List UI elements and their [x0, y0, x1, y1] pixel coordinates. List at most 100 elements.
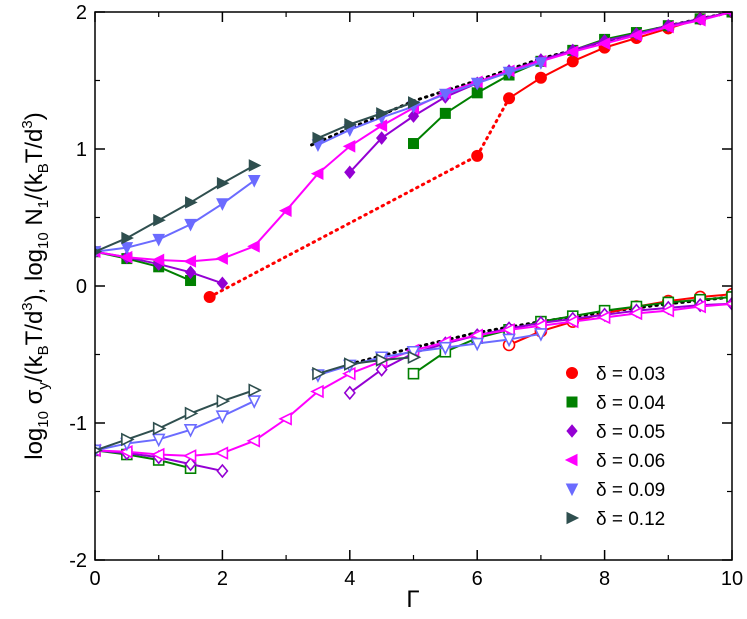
y-axis-title: log10 σy/(kBT/d3), log10 N1/(kBT/d3): [19, 112, 52, 460]
x-tick-label: 4: [344, 568, 355, 590]
data-point-n1: [215, 252, 228, 265]
data-point-n1: [278, 204, 292, 217]
data-point-n1: [503, 92, 516, 105]
data-point-sigma: [564, 314, 579, 329]
data-point-n1: [120, 242, 134, 255]
y-tick-label: -1: [69, 413, 87, 435]
data-point-sigma: [184, 456, 197, 472]
data-point-sigma: [278, 412, 292, 426]
legend-item: δ = 0.03: [566, 364, 665, 385]
data-point-sigma: [407, 350, 422, 365]
data-point-sigma: [726, 291, 732, 303]
data-point-n1: [153, 213, 166, 227]
legend-label: δ = 0.04: [596, 393, 666, 414]
series-dotted-link: [208, 154, 479, 299]
data-point-sigma: [247, 395, 262, 409]
series-dotted-link: [475, 96, 511, 158]
data-point-sigma: [534, 328, 548, 342]
legend-item: δ = 0.05: [566, 422, 665, 443]
series-layer: [95, 12, 732, 479]
data-point-sigma: [343, 357, 358, 371]
data-point-sigma: [375, 353, 390, 367]
data-point-n1: [342, 139, 356, 153]
data-point-n1: [408, 96, 421, 109]
legend-item: δ = 0.06: [564, 451, 665, 472]
x-tick-label: 10: [721, 568, 743, 590]
data-point-sigma: [438, 341, 453, 356]
data-point-sigma: [375, 362, 388, 377]
series-line: [412, 12, 732, 145]
x-axis-title: Γ: [406, 586, 419, 613]
data-point-n1: [534, 71, 547, 84]
x-tick-label: 6: [472, 568, 483, 590]
data-point-sigma: [310, 384, 324, 399]
data-point-n1: [247, 239, 260, 253]
x-tick-label: 8: [599, 568, 610, 590]
series-line: [95, 164, 255, 253]
data-point-n1: [566, 55, 579, 68]
data-point-n1: [151, 253, 165, 267]
data-point-sigma: [121, 432, 135, 447]
data-point-sigma: [407, 367, 420, 380]
legend: δ = 0.03 δ = 0.04 δ = 0.05 δ = 0.06 δ = 0.09…: [564, 364, 666, 530]
legend-marker: [566, 511, 580, 525]
data-point-sigma: [182, 449, 197, 463]
data-point-n1: [344, 118, 357, 131]
series-line: [349, 12, 732, 173]
data-point-n1: [184, 218, 197, 232]
series-line: [95, 389, 255, 452]
data-point-sigma: [151, 433, 166, 448]
data-point-sigma: [216, 394, 231, 408]
data-point-sigma: [216, 463, 229, 479]
data-point-n1: [407, 109, 420, 123]
data-point-n1: [534, 57, 548, 70]
data-point-sigma: [246, 434, 261, 448]
x-tick-label: 0: [89, 568, 100, 590]
legend-marker: [566, 367, 578, 379]
data-point-n1: [439, 107, 451, 119]
data-point-n1: [439, 88, 452, 102]
data-point-sigma: [312, 366, 326, 381]
legend-marker: [566, 424, 578, 438]
legend-label: δ = 0.05: [596, 422, 665, 443]
data-point-n1: [216, 176, 230, 190]
data-point-n1: [216, 198, 229, 211]
data-point-n1: [310, 167, 324, 180]
data-point-sigma: [628, 306, 643, 321]
data-point-sigma: [248, 383, 263, 397]
data-point-n1: [470, 77, 484, 91]
data-point-n1: [152, 233, 166, 247]
data-point-n1: [471, 149, 484, 162]
data-point-sigma: [184, 406, 199, 421]
data-point-n1: [184, 265, 197, 280]
series-line: [317, 356, 414, 375]
data-point-n1: [408, 138, 419, 150]
data-point-sigma: [501, 323, 515, 337]
legend-marker: [565, 483, 579, 497]
legend-item: δ = 0.04: [566, 393, 666, 414]
data-point-n1: [629, 28, 642, 42]
data-point-n1: [119, 250, 133, 264]
data-point-sigma: [470, 337, 484, 352]
series-line: [95, 250, 191, 282]
data-point-n1: [247, 175, 261, 188]
y-tick-label: 1: [76, 139, 87, 161]
data-point-n1: [248, 159, 262, 172]
y-tick-label: 0: [76, 276, 87, 298]
series-line: [317, 101, 414, 139]
x-tick-label: 2: [217, 568, 228, 590]
data-point-sigma: [596, 310, 611, 325]
series-6: [95, 96, 422, 455]
data-point-n1: [565, 45, 579, 59]
data-point-n1: [661, 20, 674, 34]
legend-marker: [566, 396, 578, 408]
legend-label: δ = 0.09: [596, 480, 665, 501]
data-point-n1: [375, 131, 388, 145]
data-point-sigma: [343, 385, 356, 401]
y-tick-label: -2: [69, 550, 87, 572]
data-point-sigma: [692, 299, 706, 314]
legend-label: δ = 0.06: [596, 451, 665, 472]
data-point-n1: [312, 131, 326, 145]
data-point-sigma: [150, 447, 165, 462]
